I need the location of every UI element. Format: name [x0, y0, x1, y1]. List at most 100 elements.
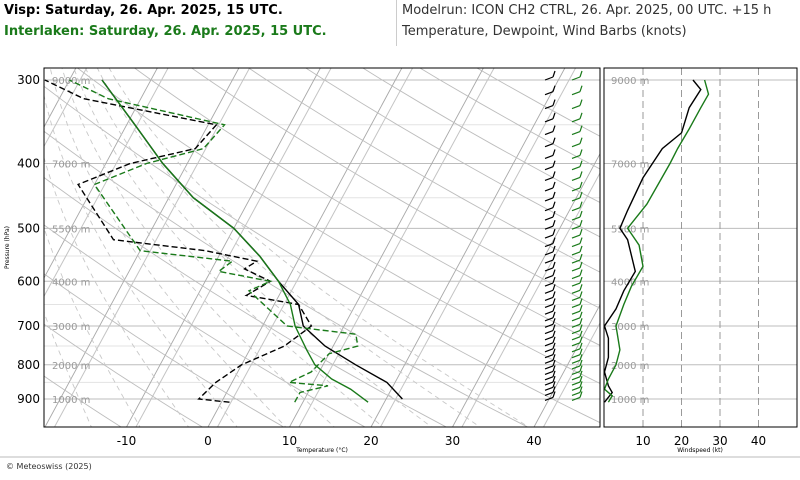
moist-adiabat-line — [61, 68, 335, 427]
wind-barb-interlaken — [571, 282, 581, 287]
wind-barb-visp — [544, 303, 554, 308]
isotherm-line — [379, 68, 577, 427]
interlaken-dewpoint-line — [69, 79, 359, 403]
wind-barb-visp — [552, 112, 556, 120]
wind-barb-interlaken — [571, 166, 581, 171]
copyright-footer: © Meteoswiss (2025) — [6, 462, 92, 471]
wind-barb-visp — [544, 76, 554, 81]
wind-barb-visp — [552, 381, 556, 388]
wind-barb-visp — [544, 296, 554, 302]
wind-barb-interlaken — [571, 386, 581, 391]
wind-barb-interlaken — [579, 191, 583, 199]
wind-barb-interlaken — [571, 323, 581, 328]
wind-barb-interlaken — [571, 303, 581, 308]
wind-barb-visp — [544, 359, 554, 364]
height-label: 1000 m — [52, 395, 90, 406]
visp-temperature-line — [101, 79, 403, 400]
wind-barb-interlaken — [579, 237, 583, 244]
wind-barb-interlaken — [571, 359, 581, 364]
wind-barb-interlaken — [579, 70, 583, 78]
wind-barb-interlaken — [571, 381, 581, 386]
wind-barb-interlaken — [579, 181, 583, 189]
wind-barb-visp — [544, 336, 554, 341]
wind-barb-visp — [552, 269, 556, 276]
wind-barb-visp — [552, 324, 556, 331]
wind-barb-interlaken — [571, 251, 581, 256]
wind-barb-interlaken — [579, 291, 583, 298]
isotherm-line — [370, 68, 566, 427]
moist-adiabat-line — [96, 68, 481, 427]
wind-barb-visp — [552, 348, 556, 355]
wind-barb-visp — [552, 354, 556, 361]
wind-barb-interlaken — [571, 370, 581, 375]
wind-barb-interlaken — [579, 137, 583, 144]
wind-barb-interlaken — [579, 85, 583, 92]
wind-barb-visp — [544, 130, 554, 136]
windspeed-height-label: 4000 m — [611, 277, 649, 288]
wind-barb-visp — [544, 365, 554, 370]
isotherm-line — [298, 68, 495, 427]
location1-title: Visp: Saturday, 26. Apr. 2025, 15 UTC. — [4, 3, 283, 18]
dry-adiabat-line — [419, 68, 600, 170]
wind-barb-visp — [544, 370, 554, 375]
wind-barb-interlaken — [579, 348, 583, 355]
wind-barb-interlaken — [579, 386, 583, 393]
wind-barb-visp — [552, 85, 556, 92]
windspeed-height-label: 9000 m — [611, 76, 649, 87]
windspeed-axis-label: Windspeed (kt) — [677, 447, 723, 454]
wind-barb-visp — [544, 154, 554, 159]
wind-barb-interlaken — [579, 125, 583, 132]
location2-title: Interlaken: Saturday, 26. Apr. 2025, 15 … — [4, 24, 327, 39]
windspeed-frame-border — [603, 67, 798, 428]
wind-barb-visp — [552, 201, 556, 208]
isotherm-line — [533, 303, 600, 427]
pressure-axis-label: Pressure (hPa) — [4, 226, 11, 269]
wind-barb-visp — [544, 376, 554, 381]
wind-barb-interlaken — [579, 276, 583, 284]
wind-barb-interlaken — [571, 396, 581, 402]
wind-barb-visp — [544, 386, 554, 391]
wind-barb-visp — [544, 176, 554, 182]
dry-adiabat-line — [44, 375, 122, 427]
wind-barb-visp — [544, 259, 554, 264]
isotherm-line — [44, 68, 88, 148]
wind-barb-visp — [552, 304, 556, 312]
wind-barb-interlaken — [571, 267, 581, 272]
wind-barb-interlaken — [579, 298, 583, 305]
wind-barb-visp — [552, 311, 556, 318]
interlaken-windspeed-line — [603, 79, 710, 403]
wind-barb-interlaken — [579, 284, 583, 291]
wind-barb-visp — [552, 291, 556, 298]
wind-barb-interlaken — [571, 342, 581, 347]
wind-barb-interlaken — [571, 76, 581, 81]
wind-barb-visp — [552, 359, 556, 367]
wind-barb-visp — [544, 381, 554, 386]
wind-barb-interlaken — [579, 336, 583, 344]
wind-barb-interlaken — [571, 197, 581, 202]
wind-barb-visp — [552, 125, 556, 132]
wind-barb-visp — [544, 91, 554, 96]
isotherm-line — [461, 171, 600, 427]
wind-barb-visp — [552, 261, 556, 269]
wind-barb-visp — [552, 336, 556, 344]
wind-barb-interlaken — [579, 253, 583, 261]
wind-barb-visp — [552, 137, 556, 144]
wind-barb-interlaken — [579, 160, 583, 167]
isotherm-line — [289, 68, 484, 427]
pressure-tick-label: 800 — [17, 358, 40, 372]
wind-barb-visp — [552, 342, 556, 349]
windspeed-tick-label: 20 — [674, 434, 689, 448]
wind-barb-visp — [552, 160, 556, 167]
temperature-tick-label: 10 — [282, 434, 297, 448]
wind-barb-interlaken — [579, 318, 583, 325]
wind-barb-interlaken — [571, 225, 581, 230]
wind-barb-visp — [552, 298, 556, 305]
isotherm-line — [207, 68, 403, 427]
dry-adiabat-line — [44, 323, 204, 427]
wind-barb-interlaken — [571, 234, 581, 239]
wind-barb-interlaken — [579, 359, 583, 367]
wind-barb-visp — [544, 225, 554, 230]
wind-barb-visp — [544, 275, 554, 280]
